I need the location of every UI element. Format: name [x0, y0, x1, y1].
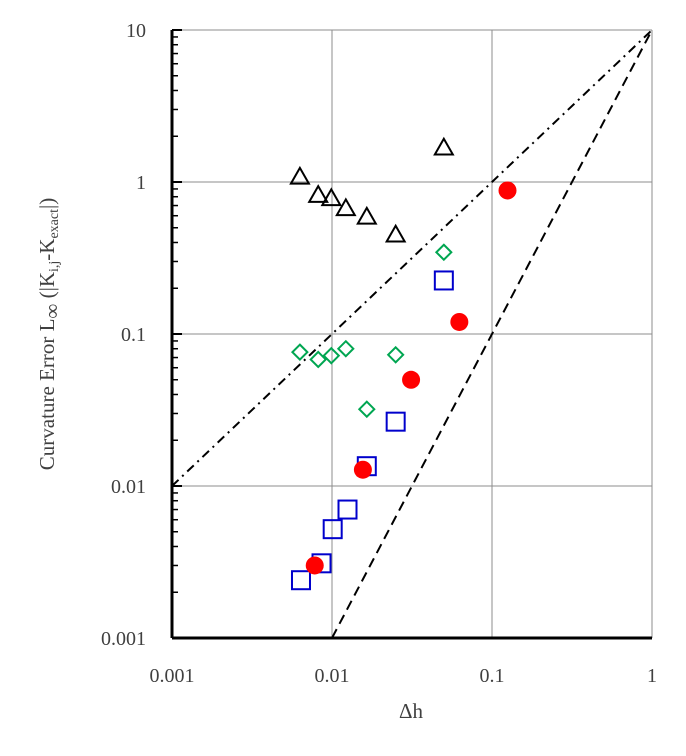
diamond-marker — [336, 339, 355, 358]
x-axis-label: Δh — [399, 699, 424, 723]
x-tick-label: 1 — [647, 665, 657, 687]
gridlines — [172, 29, 653, 638]
square-marker — [433, 270, 454, 291]
diamond-marker — [357, 400, 376, 419]
triangle-marker — [356, 205, 378, 225]
y-tick-label: 1 — [136, 172, 146, 194]
x-tick-label: 0.01 — [315, 665, 350, 687]
square-marker — [290, 570, 311, 591]
y-tick-label: 0.1 — [121, 324, 146, 346]
y-tick-label: 0.001 — [101, 628, 146, 650]
reference-line-dash — [331, 29, 653, 639]
triangle-marker — [320, 187, 343, 207]
reference-line-dash-dot — [171, 29, 653, 487]
square-marker — [322, 519, 343, 540]
triangle-marker — [335, 197, 357, 217]
diamond-marker — [322, 346, 341, 365]
circle-marker — [402, 370, 421, 389]
axes — [170, 29, 652, 640]
circle-marker — [305, 556, 324, 575]
triangle-marker — [307, 184, 329, 203]
square-marker — [385, 411, 406, 432]
triangle-marker — [433, 136, 455, 156]
diamond-marker — [290, 343, 309, 362]
reference-lines — [171, 29, 653, 639]
circle-marker — [353, 460, 372, 479]
diamond-marker — [434, 243, 453, 262]
circle-marker — [450, 312, 469, 331]
y-axis-label: Curvature Error L∞ (|Ki,j-Kexact|) — [35, 198, 64, 470]
triangle-marker — [289, 165, 311, 185]
y-tick-label: 10 — [126, 20, 146, 42]
diamond-marker — [309, 350, 328, 369]
diamond-marker — [386, 345, 405, 364]
x-tick-label: 0.1 — [480, 665, 505, 687]
data-points — [289, 136, 517, 591]
x-tick-labels: 0.001 0.01 0.1 1 — [150, 665, 658, 687]
y-tick-labels: 0.001 0.01 0.1 1 10 — [101, 20, 146, 650]
square-marker — [337, 499, 358, 520]
y-tick-label: 0.01 — [111, 476, 146, 498]
circle-marker — [498, 181, 517, 200]
x-tick-label: 0.001 — [150, 665, 195, 687]
triangle-marker — [384, 223, 407, 243]
